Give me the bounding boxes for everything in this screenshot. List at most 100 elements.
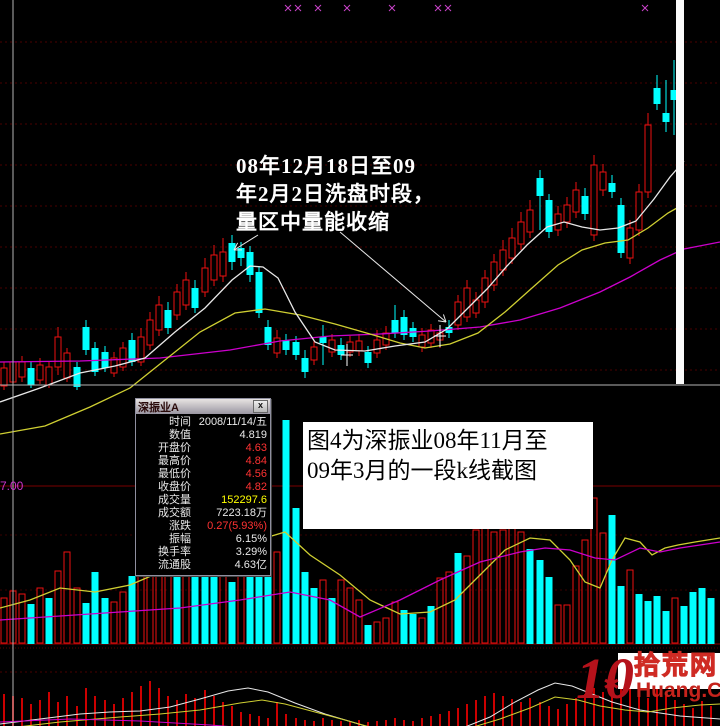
candle-body-up — [146, 319, 154, 346]
volume-bar-up — [517, 531, 525, 644]
top-marker-x — [314, 4, 322, 12]
candle-body-up — [563, 204, 571, 223]
candle-body-up — [590, 164, 598, 236]
quote-row-value: 7223.18万 — [216, 507, 267, 519]
volume-bar-up — [626, 569, 634, 644]
volume-bar-up — [436, 577, 444, 644]
volume-bar-down — [128, 576, 136, 644]
candle-body-down — [82, 327, 90, 350]
price-ma-yellow — [0, 203, 685, 435]
candle-body-up — [572, 189, 580, 213]
quote-row-label: 换手率 — [158, 546, 191, 558]
watermark-domain: Huang.CN — [636, 679, 720, 702]
candle-body-up — [182, 279, 190, 306]
candle-body-down — [128, 340, 136, 362]
candle-body-down — [191, 288, 199, 308]
volume-bar-down — [82, 603, 90, 644]
candle-body-up — [36, 364, 44, 381]
quote-row-label: 开盘价 — [158, 442, 191, 454]
candle-body-down — [301, 358, 309, 372]
candle-body-down — [319, 337, 327, 343]
quote-row: 成交额 7223.18万 — [139, 507, 267, 520]
quote-row: 收盘价 4.82 — [139, 481, 267, 494]
candle-body-up — [644, 124, 652, 193]
candle-body-down — [164, 310, 172, 328]
quote-row-label: 振幅 — [169, 533, 191, 545]
quote-row: 开盘价 4.63 — [139, 442, 267, 455]
close-icon[interactable]: x — [253, 400, 268, 413]
candle-body-up — [273, 337, 281, 354]
quote-row: 数值 4.819 — [139, 429, 267, 442]
quote-panel-title: 深振业A — [138, 401, 179, 414]
candle-body-up — [454, 301, 462, 326]
candle-body-down — [27, 368, 35, 385]
watermark-10-logo: 10 — [576, 646, 634, 711]
quote-panel-titlebar[interactable]: 深振业A x — [136, 399, 270, 414]
volume-bar-up — [373, 621, 381, 644]
volume-bar-down — [246, 560, 254, 644]
quote-row-value: 4.63亿 — [234, 559, 267, 571]
candle-body-up — [626, 227, 634, 259]
volume-bar-down — [454, 553, 462, 644]
volume-bar-up — [472, 529, 480, 644]
gear-icon: ✱ — [603, 674, 620, 696]
candle-body-up — [373, 339, 381, 354]
volume-bar-down — [662, 611, 670, 644]
volume-bar-down — [617, 586, 625, 644]
candle-body-down — [662, 113, 670, 122]
top-marker-x — [294, 4, 302, 12]
candle-body-up — [63, 352, 71, 379]
volume-bar-down — [608, 515, 616, 644]
quote-row-value: 4.84 — [245, 455, 267, 467]
quote-row-label: 收盘价 — [158, 481, 191, 493]
top-marker-x — [434, 4, 442, 12]
volume-bar-down — [707, 598, 715, 644]
volume-bar-down — [689, 592, 697, 644]
candle-body-up — [45, 366, 53, 386]
candle-body-up — [508, 237, 516, 259]
candle-body-up — [554, 213, 562, 231]
volume-bar-down — [400, 610, 408, 644]
candle-body-down — [282, 340, 290, 350]
quote-panel-body: 时间 2008/11/14/五 数值 4.819 开盘价 4.63 最高价 4.84 最低价 4.… — [136, 414, 270, 575]
candle-body-up — [173, 291, 181, 316]
watermark: 10 ✱ 拾荒网 Huang.CN — [576, 650, 720, 726]
volume-bar-down — [644, 601, 652, 644]
candle-body-down — [364, 352, 372, 363]
candle-body-up — [463, 287, 471, 318]
candle-body-up — [526, 209, 534, 233]
top-marker-x — [343, 4, 351, 12]
quote-row-label: 成交额 — [158, 507, 191, 519]
candle-body-up — [210, 254, 218, 281]
candle-body-up — [328, 339, 336, 353]
volume-bar-down — [653, 596, 661, 644]
candle-body-down — [536, 178, 544, 196]
volume-bar-up — [445, 571, 453, 644]
volume-bar-up — [382, 617, 390, 644]
volume-bar-up — [554, 604, 562, 644]
quote-row: 最高价 4.84 — [139, 455, 267, 468]
volume-bar-up — [490, 531, 498, 644]
volume-bar-down — [409, 614, 417, 644]
quote-row-value: 152297.6 — [221, 494, 267, 506]
quote-row: 换手率 3.29% — [139, 546, 267, 559]
annotation-arrowhead — [442, 314, 447, 323]
candle-body-up — [310, 346, 318, 361]
volume-bar-up — [418, 617, 426, 644]
quote-row-value: 6.15% — [235, 533, 267, 545]
quote-row-value: 2008/11/14/五 — [198, 416, 267, 428]
volume-bar-up — [355, 599, 363, 644]
quote-row-label: 最低价 — [158, 468, 191, 480]
volume-bar-up — [671, 597, 679, 644]
candle-body-down — [292, 342, 300, 355]
quote-row-value: 4.63 — [245, 442, 267, 454]
quote-row-value: 4.82 — [245, 481, 267, 493]
candle-body-down — [617, 205, 625, 253]
quote-row-label: 涨跌 — [169, 520, 191, 532]
volume-bar-down — [173, 575, 181, 644]
candle-body-down — [400, 317, 408, 335]
candle-body-up — [0, 367, 8, 387]
volume-bar-up — [590, 497, 598, 644]
volume-bar-down — [635, 594, 643, 644]
